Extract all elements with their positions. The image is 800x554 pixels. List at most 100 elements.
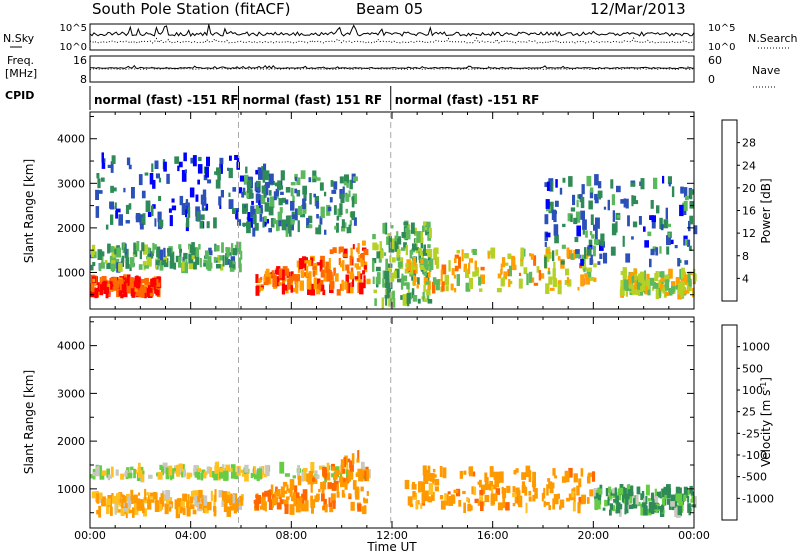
- echo-cell: [254, 501, 257, 508]
- echo-cell: [245, 225, 251, 229]
- echo-cell: [307, 259, 312, 267]
- echo-cell: [257, 468, 262, 480]
- echo-cell: [336, 484, 339, 496]
- echo-cell: [678, 501, 683, 509]
- echo-cell: [683, 486, 688, 498]
- echo-cell: [236, 156, 240, 163]
- echo-cell: [390, 272, 395, 282]
- echo-cell: [153, 491, 157, 500]
- echo-cell: [413, 260, 417, 267]
- echo-cell: [233, 503, 237, 514]
- echo-cell: [185, 259, 188, 271]
- echo-cell: [105, 287, 109, 299]
- echo-cell: [158, 177, 162, 183]
- echo-cell: [138, 492, 141, 496]
- echo-cell: [343, 457, 346, 468]
- echo-cell: [436, 256, 440, 269]
- echo-cell: [295, 274, 300, 282]
- echo-cell: [411, 288, 415, 299]
- echo-cell: [622, 235, 625, 247]
- echo-cell: [154, 288, 158, 294]
- echo-cell: [659, 491, 663, 499]
- echo-cell: [619, 289, 625, 296]
- echo-feature: [255, 240, 371, 296]
- echo-cell: [683, 200, 688, 211]
- echo-cell: [671, 504, 676, 511]
- echo-cell: [223, 470, 228, 481]
- echo-cell: [374, 298, 377, 306]
- echo-cell: [254, 182, 257, 192]
- echo-cell: [219, 157, 224, 165]
- echo-cell: [356, 266, 361, 270]
- echo-cell: [118, 509, 121, 513]
- echo-cell: [296, 189, 301, 197]
- echo-cell: [111, 286, 115, 291]
- echo-cell: [286, 496, 290, 500]
- echo-cell: [144, 172, 149, 176]
- echo-cell: [114, 202, 117, 210]
- echo-cell: [116, 289, 120, 298]
- echo-cell: [561, 476, 567, 483]
- echo-cell: [665, 207, 668, 220]
- echo-cell: [532, 483, 537, 487]
- echo-cell: [144, 488, 147, 501]
- echo-cell: [246, 190, 251, 199]
- echo-cell: [188, 263, 193, 270]
- echo-cell: [148, 282, 151, 287]
- echo-cell: [496, 288, 502, 293]
- echo-cell: [684, 238, 688, 246]
- echo-cell: [536, 266, 540, 273]
- ytick-label: 4000: [57, 133, 85, 146]
- echo-cell: [274, 270, 279, 274]
- echo-cell: [343, 253, 348, 257]
- echo-cell: [219, 255, 224, 261]
- echo-cell: [520, 247, 524, 260]
- echo-cell: [598, 495, 602, 505]
- echo-cell: [340, 459, 345, 469]
- echo-cell: [302, 467, 308, 472]
- echo-cell: [389, 255, 392, 263]
- echo-cell: [206, 221, 210, 229]
- echo-cell: [509, 280, 513, 285]
- echo-cell: [126, 157, 131, 166]
- colorbar-tick-label: 500: [742, 362, 763, 375]
- echo-cell: [216, 263, 221, 269]
- echo-cell: [184, 169, 187, 174]
- echo-cell: [135, 275, 139, 286]
- echo-cell: [320, 482, 323, 490]
- echo-cell: [464, 253, 469, 259]
- nsky-tick-low: 10^0: [60, 42, 87, 53]
- echo-cell: [518, 490, 521, 499]
- echo-cell: [640, 493, 645, 501]
- echo-cell: [292, 274, 296, 281]
- echo-cell: [130, 495, 135, 501]
- echo-cell: [135, 289, 141, 297]
- echo-cell: [528, 490, 532, 496]
- echo-cell: [649, 277, 655, 286]
- echo-cell: [196, 469, 201, 480]
- echo-cell: [270, 218, 275, 228]
- echo-cell: [205, 166, 209, 178]
- echo-cell: [629, 496, 633, 504]
- echo-cell: [554, 234, 559, 244]
- echo-cell: [384, 270, 390, 280]
- echo-cell: [577, 502, 581, 514]
- echo-cell: [659, 217, 663, 230]
- echo-cell: [668, 182, 671, 187]
- echo-cell: [101, 162, 106, 169]
- nsearch-tick-high: 10^5: [708, 23, 735, 34]
- echo-cell: [275, 188, 279, 197]
- echo-cell: [232, 248, 238, 256]
- echo-cell: [92, 284, 95, 289]
- echo-cell: [544, 256, 547, 268]
- echo-cell: [169, 261, 175, 269]
- echo-cell: [653, 177, 658, 189]
- echo-cell: [139, 499, 144, 505]
- echo-cell: [570, 214, 573, 223]
- echo-cell: [292, 287, 297, 293]
- echo-cell: [664, 274, 669, 283]
- echo-cell: [347, 475, 351, 482]
- echo-cell: [229, 493, 233, 501]
- echo-cell: [128, 203, 132, 210]
- echo-cell: [345, 194, 350, 202]
